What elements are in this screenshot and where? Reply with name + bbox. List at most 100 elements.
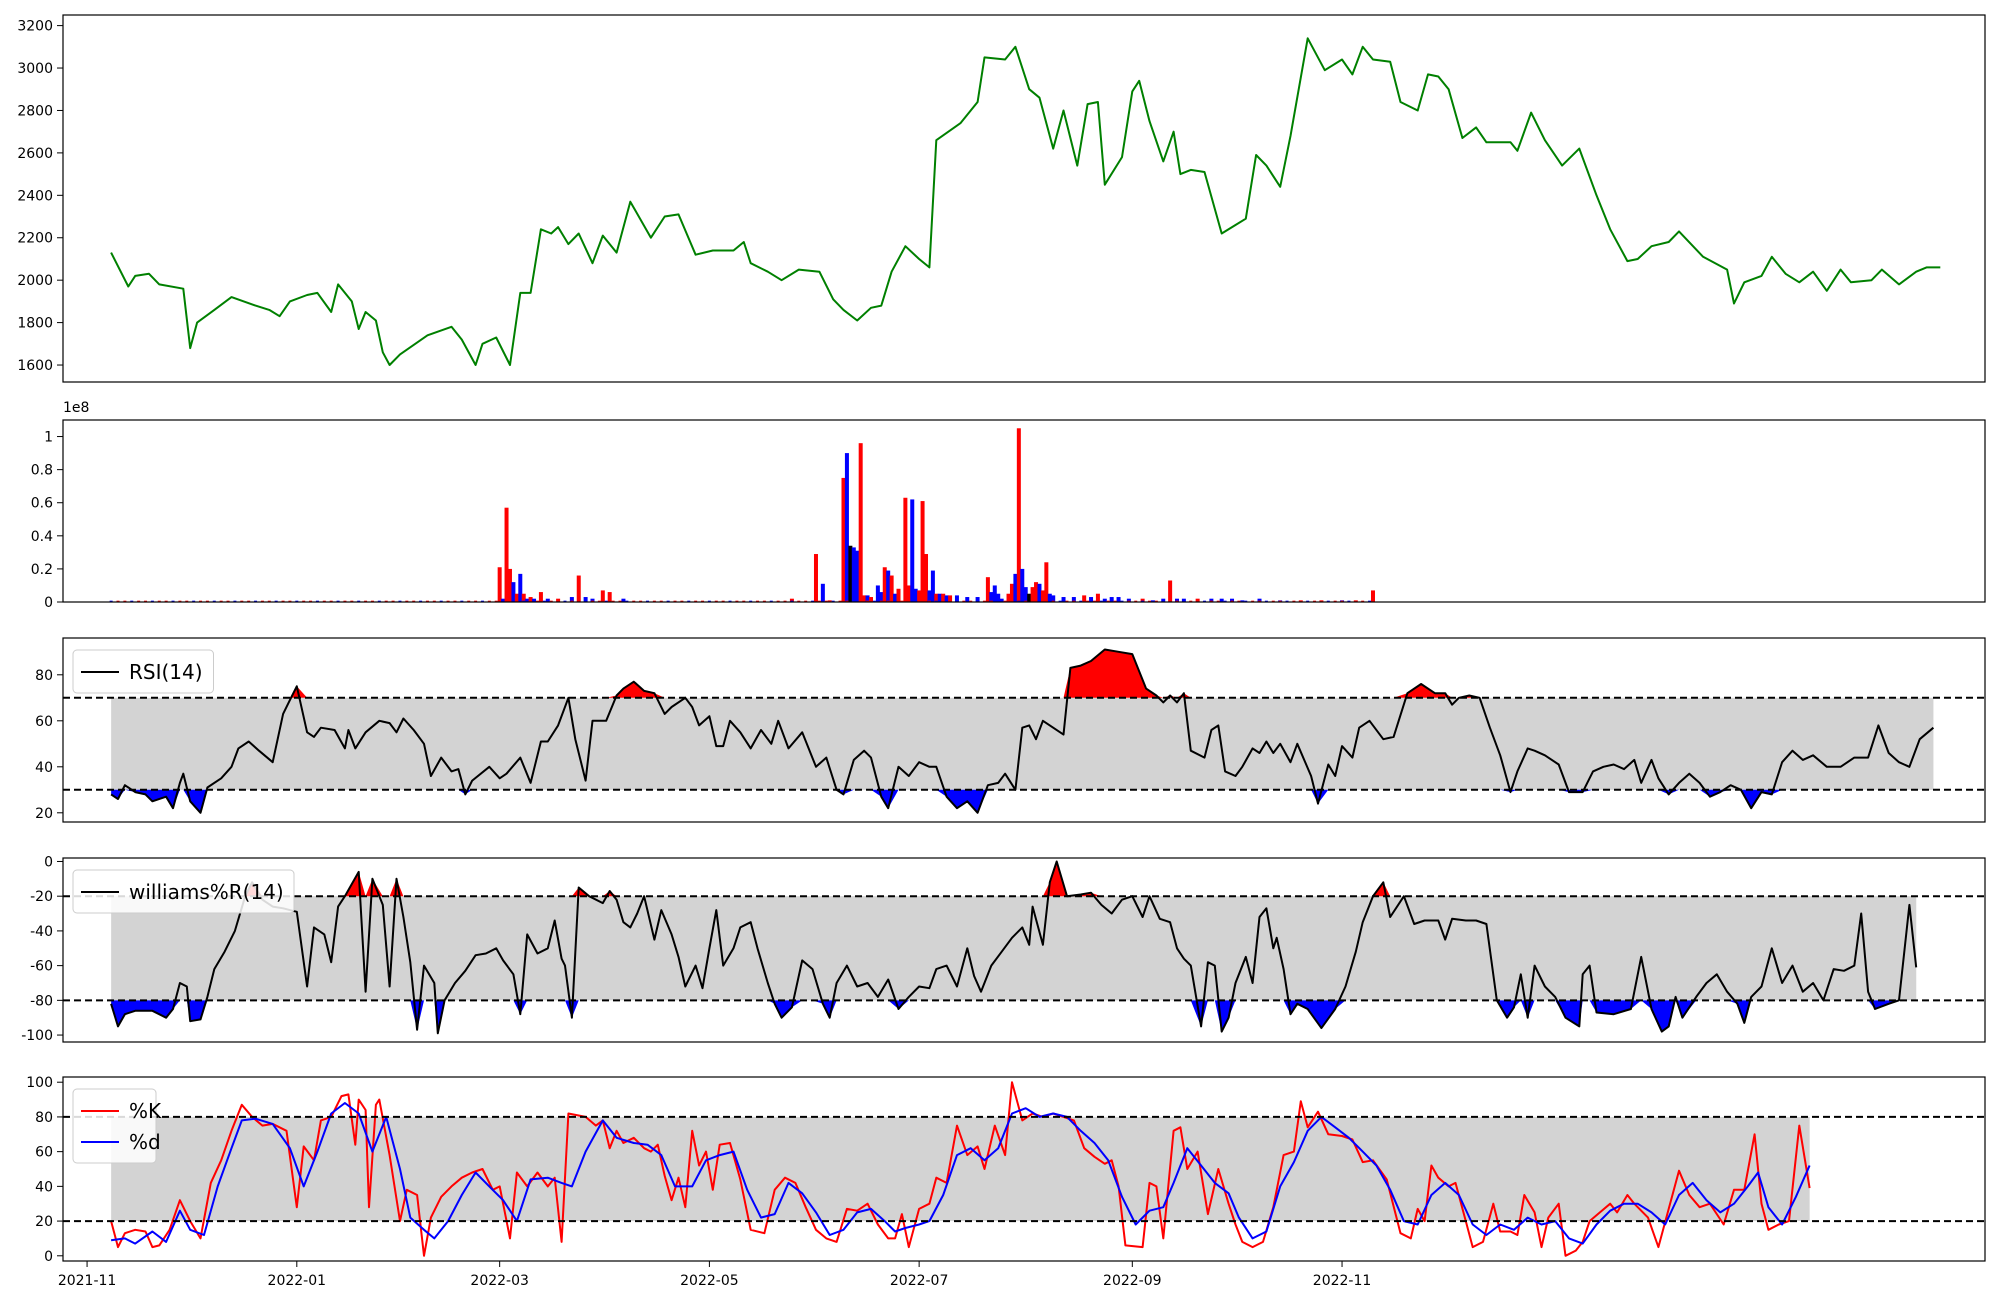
volume-bar — [862, 595, 867, 602]
y-tick-label: 40 — [35, 1179, 53, 1195]
volume-bar — [226, 600, 230, 602]
volume-bar — [1168, 600, 1172, 602]
volume-bar — [728, 600, 732, 602]
plot-area — [110, 648, 1935, 814]
volume-bar — [989, 592, 994, 602]
volume-bar — [639, 600, 643, 602]
volume-bar — [1292, 600, 1296, 602]
volume-bar — [1203, 600, 1207, 602]
volume-bar — [721, 600, 725, 602]
volume-bar — [632, 600, 636, 602]
volume-bar — [1216, 600, 1220, 602]
volume-bar — [879, 600, 883, 602]
volume-bar — [927, 590, 932, 602]
volume-bar — [756, 600, 760, 602]
volume-bar — [769, 600, 773, 602]
volume-bar — [955, 600, 959, 602]
volume-bar — [350, 600, 354, 602]
volume-bar — [576, 575, 581, 602]
volume-bar — [1044, 600, 1048, 602]
volume-bar — [607, 592, 612, 602]
volume-bar — [848, 545, 853, 602]
volume-bar — [1354, 600, 1358, 602]
volume-bar — [130, 600, 134, 602]
volume-bar — [859, 600, 863, 602]
volume-bar — [687, 600, 691, 602]
volume-bar — [652, 600, 656, 602]
-d-line — [110, 1102, 1811, 1245]
y-tick-label: -40 — [30, 924, 53, 940]
volume-bar — [1230, 598, 1235, 602]
volume-bar — [694, 600, 698, 602]
volume-bar — [985, 577, 990, 602]
volume-bar — [742, 600, 746, 602]
volume-bar — [281, 600, 285, 602]
legend-label: RSI(14) — [129, 660, 203, 684]
volume-bar — [1024, 600, 1028, 602]
volume-bar — [1237, 600, 1241, 602]
overbought-fill — [111, 861, 1917, 897]
volume-bar — [666, 600, 670, 602]
volume-bar — [1051, 600, 1055, 602]
legend-box — [72, 649, 214, 694]
volume-bar — [1099, 600, 1103, 602]
volume-bar — [521, 593, 526, 602]
volume-bar — [1109, 597, 1114, 602]
volume-bar — [1209, 600, 1213, 602]
volume-bar — [714, 600, 718, 602]
volume-bar — [831, 600, 835, 602]
y-tick-label: 80 — [35, 668, 53, 684]
volume-bar — [680, 600, 684, 602]
legend-label: %d — [129, 1130, 161, 1154]
volume-bar — [1058, 600, 1062, 602]
volume-bar — [357, 600, 361, 602]
volume-bar — [260, 600, 264, 602]
volume-bar — [507, 568, 512, 602]
legend: RSI(14) — [72, 649, 214, 694]
y-tick-label: -80 — [30, 993, 53, 1009]
volume-bar — [1285, 600, 1289, 602]
volume-bar — [1258, 600, 1262, 602]
volume-bar — [1016, 428, 1021, 602]
y-tick-label: 1800 — [17, 316, 53, 332]
y-tick-label: 2600 — [17, 146, 53, 162]
volume-bar — [1370, 590, 1375, 602]
volume-bar — [907, 600, 911, 602]
volume-bar — [497, 567, 502, 602]
volume-bar — [267, 600, 271, 602]
volume-bar — [841, 477, 846, 602]
volume-bar — [1161, 600, 1165, 602]
y-tick-label: 3000 — [17, 61, 53, 77]
volume-bar — [295, 600, 299, 602]
volume-bar — [621, 598, 626, 602]
plot-area — [110, 37, 1941, 366]
volume-bar — [150, 600, 154, 602]
volume-bar — [309, 600, 313, 602]
volume-bar — [893, 593, 898, 602]
volume-bar — [1072, 600, 1076, 602]
volume-bar — [858, 443, 863, 602]
overbought-fill — [111, 649, 1934, 698]
volume-bar — [1333, 600, 1337, 602]
volume-bar — [590, 600, 594, 602]
volume-bar — [233, 600, 237, 602]
volume-bar — [882, 567, 887, 602]
volume-bar — [514, 593, 519, 602]
volume-bar — [432, 600, 436, 602]
volume-bar — [1181, 598, 1186, 602]
volume-bar — [185, 600, 189, 602]
y-tick-label: 0.2 — [31, 562, 53, 578]
volume-bar — [439, 600, 443, 602]
volume-bar — [511, 582, 516, 602]
volume-bar — [590, 598, 595, 602]
volume-bar — [1116, 597, 1121, 602]
volume-bar — [817, 600, 821, 602]
volume-bar — [501, 598, 506, 602]
y-tick-label: 0 — [44, 854, 53, 870]
volume-bar — [673, 600, 677, 602]
volume-bar — [205, 600, 209, 602]
x-tick-label: 2021-11 — [58, 1273, 117, 1289]
volume-bar — [813, 554, 818, 602]
volume-bar — [749, 600, 753, 602]
volume-bar — [927, 600, 931, 602]
